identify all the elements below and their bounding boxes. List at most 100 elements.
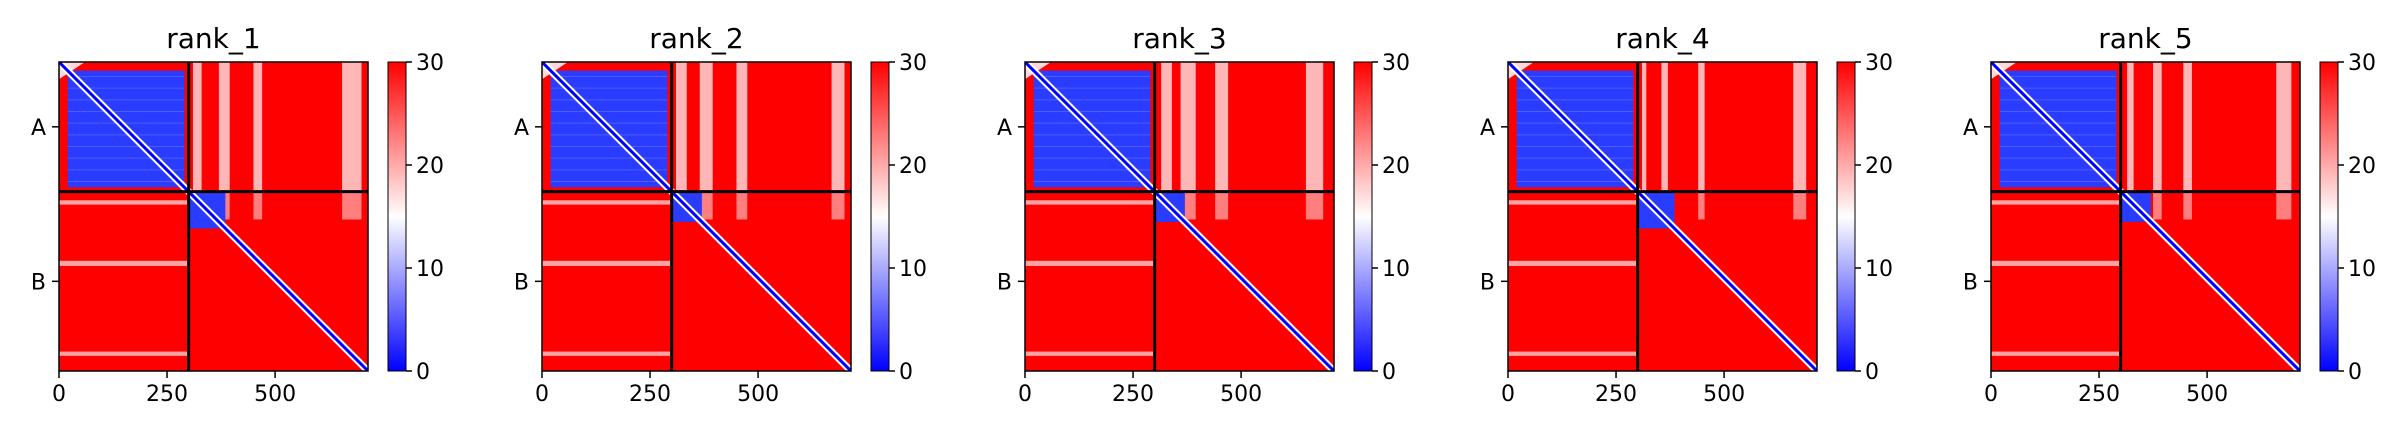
colorbar-tick-label-0: 0 — [2348, 360, 2362, 385]
panel-4: rank_4 0 250 500 A B 0 10 20 30 — [1480, 22, 1893, 407]
x-tick-label-0: 0 — [1018, 382, 1032, 407]
colorbar-tick-label-2: 20 — [899, 154, 927, 179]
panel-1: rank_1 0 250 500 A B 0 10 20 30 — [31, 22, 444, 407]
chain-label-B: B — [997, 270, 1012, 295]
band-upper-0 — [1161, 62, 1172, 192]
heatmap-matrix — [542, 62, 851, 371]
band-upper-0 — [192, 62, 202, 192]
x-tick-label-0: 0 — [52, 382, 66, 407]
x-tick-label-0: 0 — [535, 382, 549, 407]
colorbar — [1353, 61, 1373, 372]
colorbar-tick-label-2: 20 — [1382, 154, 1410, 179]
band-lower-3 — [2276, 191, 2292, 220]
diagonal-line — [1991, 62, 2300, 371]
colorbar-tick-label-3: 30 — [1382, 51, 1410, 76]
colorbar-tick-label-2: 20 — [1865, 154, 1893, 179]
chain-label-B: B — [514, 270, 529, 295]
chain-label-A: A — [514, 116, 529, 141]
colorbar-tick-label-2: 20 — [416, 154, 444, 179]
colorbar-tick-label-3: 30 — [2348, 51, 2376, 76]
x-tick-label-0: 0 — [1501, 382, 1515, 407]
x-tick-label-2: 500 — [1220, 382, 1262, 407]
band-lower-2 — [1215, 191, 1229, 220]
colorbar-tick-label-3: 30 — [899, 51, 927, 76]
panel-2: rank_2 0 250 500 A B 0 10 20 30 — [514, 22, 927, 407]
x-tick-label-1: 250 — [1595, 382, 1637, 407]
diagonal-line — [59, 62, 368, 371]
streak-0 — [59, 200, 189, 205]
x-tick-label-1: 250 — [1112, 382, 1154, 407]
panel-title: rank_1 — [166, 22, 260, 55]
streak-1 — [59, 260, 189, 266]
band-lower-1 — [2153, 191, 2162, 220]
band-upper-1 — [699, 62, 713, 192]
band-upper-2 — [736, 62, 748, 192]
band-upper-0 — [2127, 62, 2134, 192]
x-tick-label-2: 500 — [2186, 382, 2228, 407]
axes-frame — [1507, 61, 1818, 372]
colorbar-tick-label-1: 10 — [1865, 257, 1893, 282]
heatmap-matrix — [1025, 62, 1334, 371]
band-lower-2 — [1698, 191, 1705, 220]
band-lower-3 — [1793, 191, 1807, 220]
band-upper-1 — [2153, 62, 2162, 192]
streak-2 — [542, 351, 672, 356]
x-tick-label-1: 250 — [629, 382, 671, 407]
colorbar — [870, 61, 890, 372]
streak-2 — [1508, 351, 1638, 356]
colorbar-tick-label-0: 0 — [1382, 360, 1396, 385]
colorbar-tick-label-1: 10 — [2348, 257, 2376, 282]
colorbar-tick-label-2: 20 — [2348, 154, 2376, 179]
axes-frame — [58, 61, 369, 372]
band-upper-2 — [2183, 62, 2192, 192]
colorbar-tick-label-1: 10 — [416, 257, 444, 282]
panel-title: rank_2 — [649, 22, 743, 55]
diagonal-line — [1508, 62, 1817, 371]
band-upper-3 — [1793, 62, 1807, 192]
band-upper-0 — [1641, 62, 1647, 192]
colorbar-tick-label-3: 30 — [1865, 51, 1893, 76]
axes-frame — [541, 61, 852, 372]
streak-2 — [1025, 351, 1155, 356]
chain-label-A: A — [1480, 116, 1495, 141]
colorbar-tick-label-1: 10 — [899, 257, 927, 282]
colorbar — [387, 61, 407, 372]
heatmap-matrix — [1508, 62, 1817, 371]
axes-frame — [1990, 61, 2301, 372]
band-upper-1 — [218, 62, 230, 192]
colorbar — [1836, 61, 1856, 372]
colorbar-tick-label-0: 0 — [899, 360, 913, 385]
colorbar-tick-label-1: 10 — [1382, 257, 1410, 282]
colorbar-tick-label-0: 0 — [1865, 360, 1879, 385]
x-tick-label-2: 500 — [254, 382, 296, 407]
panel-title: rank_5 — [2098, 22, 2192, 55]
band-lower-2 — [2183, 191, 2192, 220]
streak-1 — [542, 260, 672, 266]
chain-label-A: A — [1963, 116, 1978, 141]
heatmap-matrix — [59, 62, 368, 371]
diagonal-line — [542, 62, 851, 371]
chain-label-B: B — [1480, 270, 1495, 295]
band-lower-1 — [699, 191, 713, 220]
panel-3: rank_3 0 250 500 A B 0 10 20 30 — [997, 22, 1410, 407]
panel-5: rank_5 0 250 500 A B 0 10 20 30 — [1963, 22, 2376, 407]
colorbar-tick-label-3: 30 — [416, 51, 444, 76]
diagonal-line — [1025, 62, 1334, 371]
x-tick-label-0: 0 — [1984, 382, 1998, 407]
chain-label-A: A — [31, 116, 46, 141]
chain-label-A: A — [997, 116, 1012, 141]
chain-label-B: B — [1963, 270, 1978, 295]
x-tick-label-1: 250 — [2078, 382, 2120, 407]
x-tick-label-1: 250 — [146, 382, 188, 407]
x-tick-label-2: 500 — [1703, 382, 1745, 407]
band-upper-1 — [1661, 62, 1668, 192]
band-upper-3 — [1305, 62, 1324, 192]
x-tick-label-2: 500 — [737, 382, 779, 407]
band-upper-2 — [1698, 62, 1705, 192]
band-upper-0 — [675, 62, 687, 192]
band-lower-2 — [736, 191, 748, 220]
heatmap-matrix — [1991, 62, 2300, 371]
streak-0 — [542, 200, 672, 205]
streak-0 — [1508, 200, 1638, 205]
